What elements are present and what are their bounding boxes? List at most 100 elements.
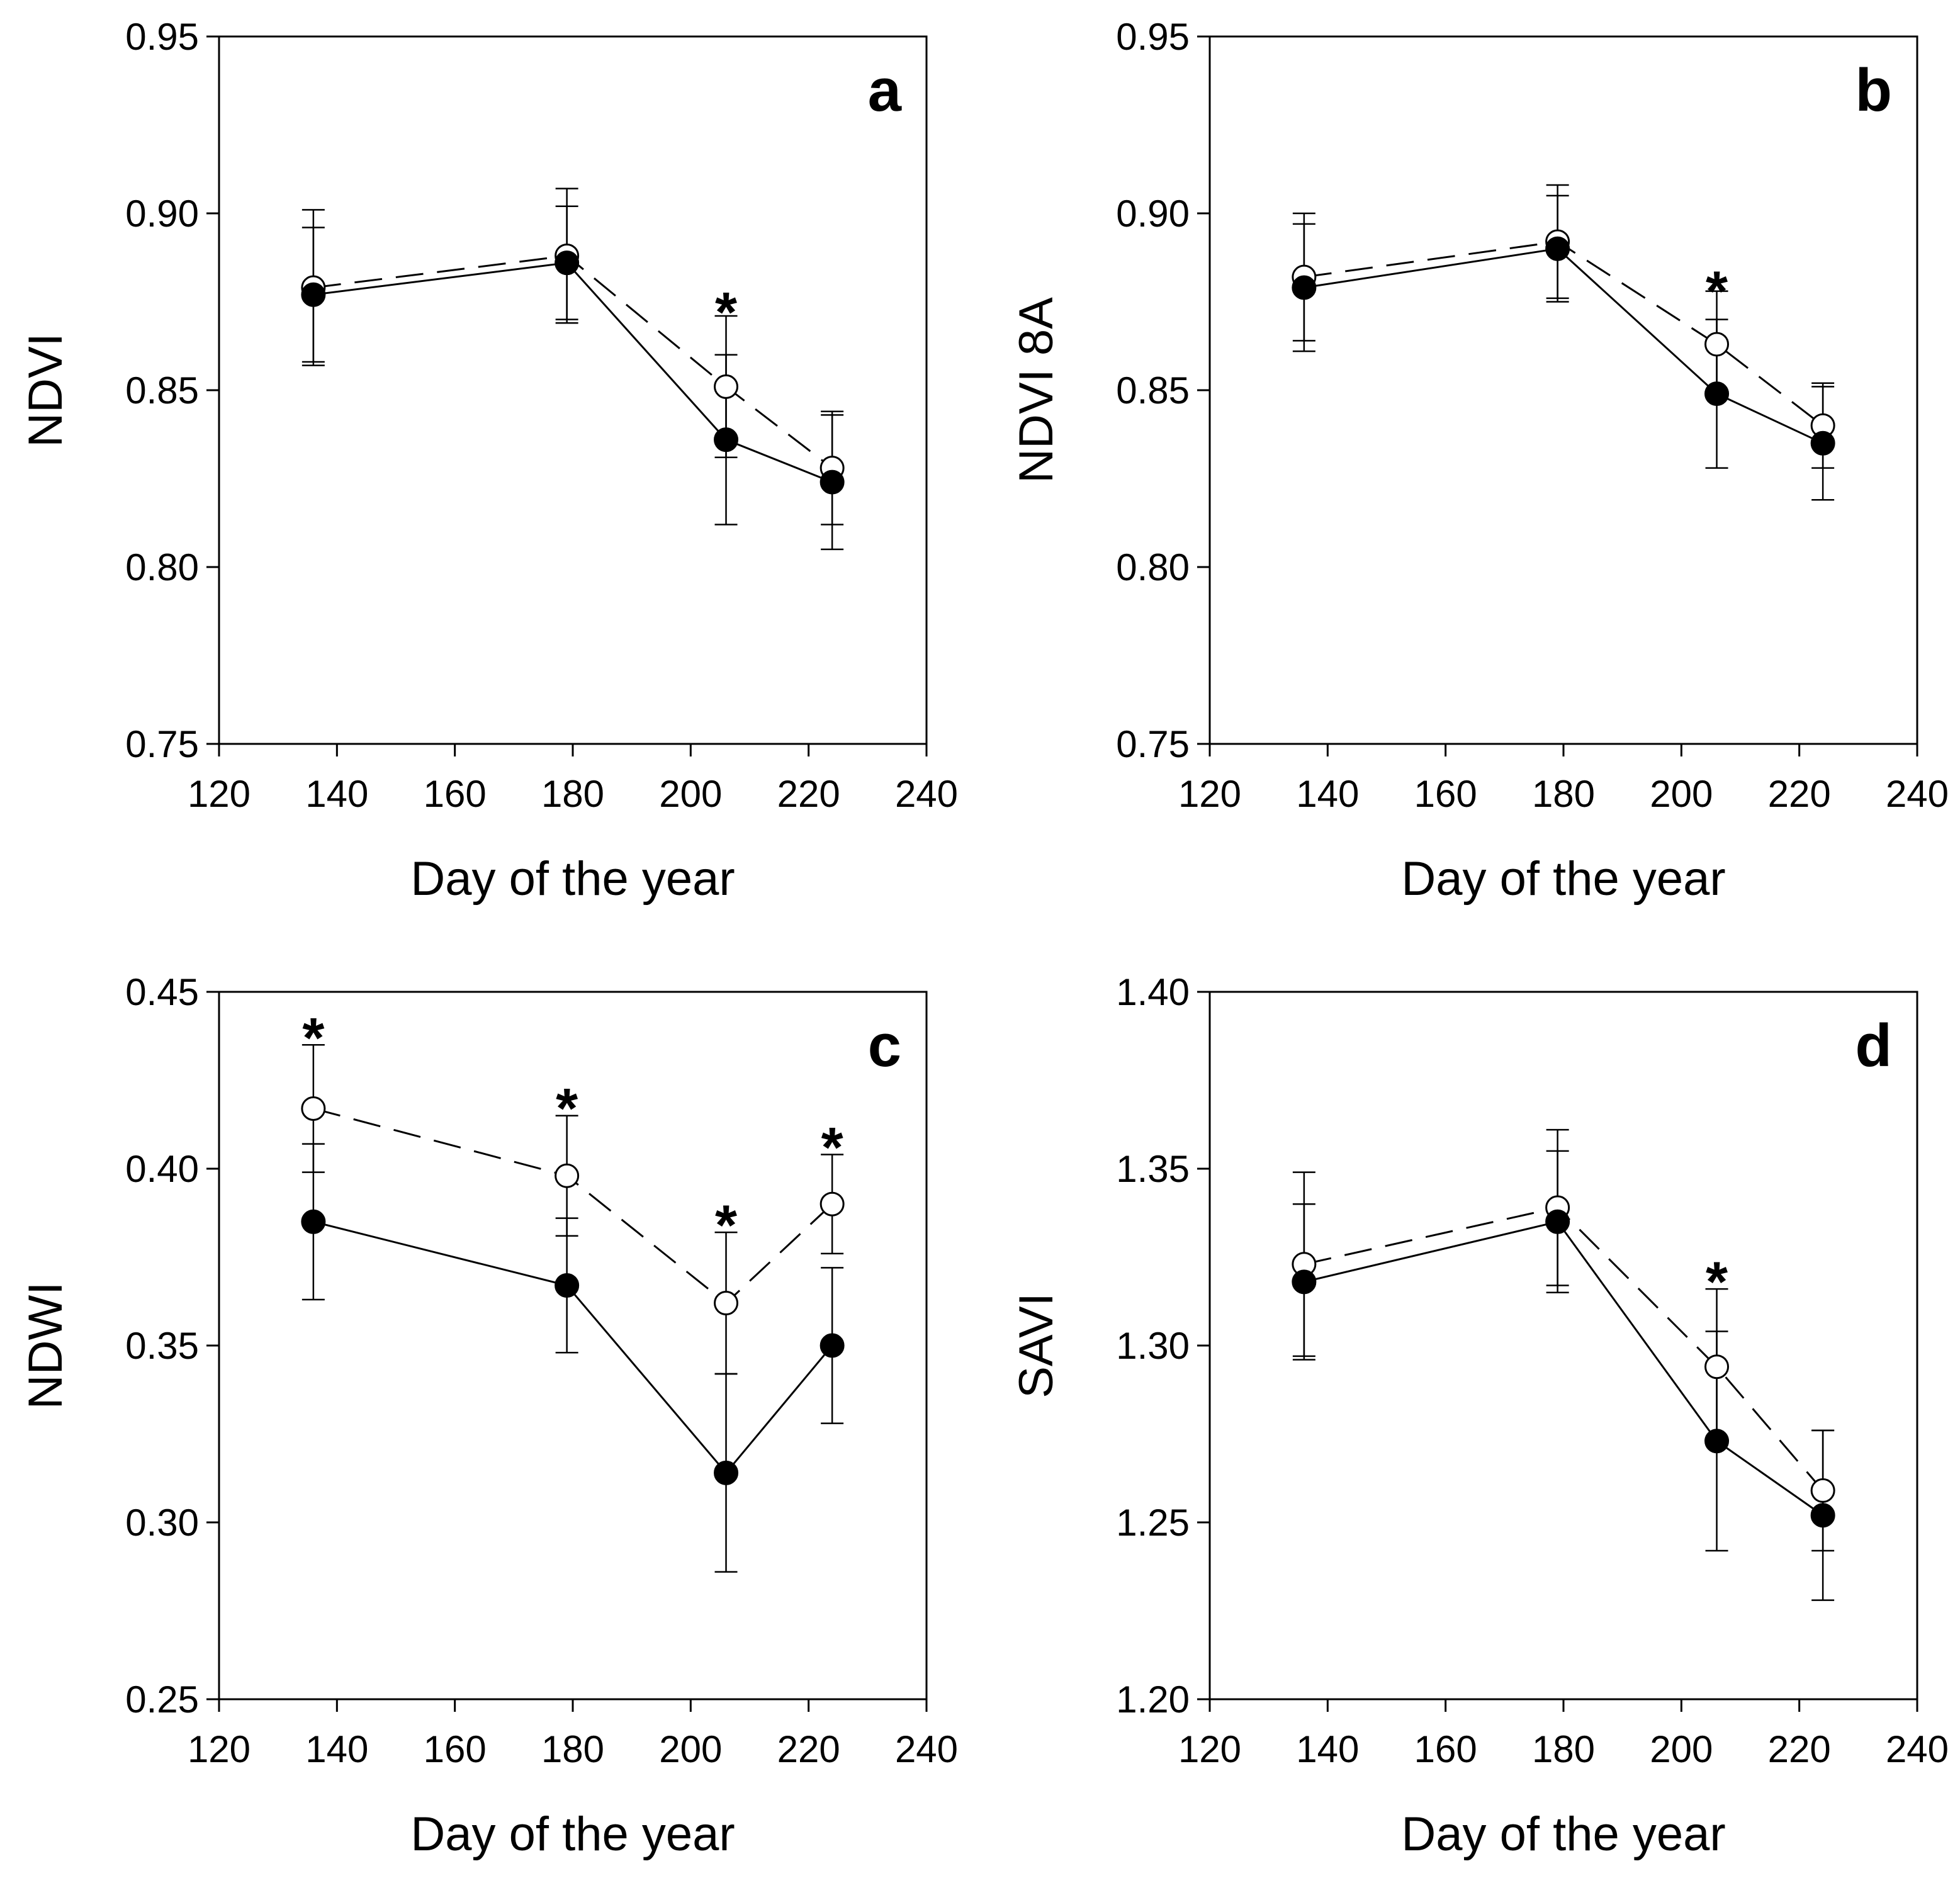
y-tick-label: 1.30 [1116,1325,1190,1367]
x-tick-label: 220 [777,773,840,815]
x-tick-label: 220 [1768,1728,1831,1770]
y-tick-label: 0.90 [125,193,199,235]
x-tick-label: 180 [1532,1728,1595,1770]
y-tick-label: 0.80 [125,546,199,588]
x-tick-label: 160 [424,1728,487,1770]
data-point-filled [1545,236,1570,261]
y-tick-label: 0.95 [1116,16,1190,58]
panel-letter: b [1855,57,1892,124]
y-tick-label: 0.25 [125,1678,199,1721]
x-tick-label: 240 [1886,773,1949,815]
data-point-filled [555,250,580,276]
y-tick-label: 1.20 [1116,1678,1190,1721]
x-tick-label: 120 [1178,1728,1241,1770]
y-axis-title: SAVI [1010,1293,1063,1398]
significance-asterisk: * [715,281,737,344]
y-tick-label: 0.40 [125,1148,199,1190]
data-point-filled [1704,381,1730,407]
x-tick-label: 180 [541,1728,604,1770]
y-tick-label: 0.35 [125,1325,199,1367]
data-point-open [1810,1478,1835,1503]
x-tick-label: 220 [1768,773,1831,815]
data-point-filled [1704,1429,1730,1454]
panel-letter: d [1855,1012,1892,1079]
panel-letter: a [868,57,902,124]
data-point-filled [1292,275,1317,300]
panel-a: 120 140 160 180 200 220 240 0.75 0.80 0.85 0.90 0.9… [19,16,958,906]
series-line-filled [1304,247,1823,444]
data-point-open [1704,1354,1730,1380]
x-axis-title: Day of the year [1401,852,1725,906]
y-tick-label: 0.75 [125,723,199,765]
x-tick-label: 140 [305,1728,368,1770]
y-tick-label: 0.45 [125,971,199,1013]
y-tick-label: 0.80 [1116,546,1190,588]
x-tick-label: 200 [1650,773,1713,815]
y-tick-label: 0.90 [1116,193,1190,235]
x-tick-label: 180 [541,773,604,815]
x-tick-label: 120 [1178,773,1241,815]
significance-asterisk: * [1706,260,1728,323]
data-point-filled [301,282,326,307]
x-tick-label: 220 [777,1728,840,1770]
x-tick-label: 200 [1650,1728,1713,1770]
y-tick-label: 0.95 [125,16,199,58]
y-axis-title: NDVI 8A [1010,297,1063,483]
significance-asterisk: * [715,1194,737,1257]
x-axis-title: Day of the year [1401,1807,1725,1861]
data-point-filled [1810,430,1835,456]
y-tick-label: 0.85 [125,369,199,412]
x-tick-label: 120 [188,773,251,815]
data-point-filled [714,1460,739,1485]
data-point-open [714,1291,739,1316]
plot-frame [1208,991,1918,1700]
series-line-filled [313,1220,833,1475]
x-tick-label: 200 [659,773,722,815]
significance-asterisk: * [556,1077,578,1140]
significance-asterisk: * [1706,1251,1728,1314]
x-tick-label: 140 [1296,773,1359,815]
x-tick-label: 160 [1414,773,1477,815]
x-tick-label: 160 [424,773,487,815]
data-point-open [301,1096,326,1121]
data-point-filled [1810,1503,1835,1528]
panel-c: 120 140 160 180 200 220 240 0.25 0.30 0.35 0.40 0.4… [19,971,958,1861]
y-tick-label: 1.40 [1116,971,1190,1013]
plot-frame [218,35,928,745]
significance-asterisk: * [302,1007,324,1070]
data-point-filled [819,1333,845,1358]
data-point-filled [714,427,739,452]
series-line-open [1304,1206,1824,1492]
x-tick-label: 180 [1532,773,1595,815]
series-line-open [313,254,833,469]
data-point-open [555,1163,580,1188]
panel-b: 120 140 160 180 200 220 240 0.75 0.80 0.85 0.90 0.9… [1010,16,1949,906]
data-point-filled [301,1209,326,1234]
x-tick-label: 120 [188,1728,251,1770]
data-point-open [819,1191,845,1217]
x-tick-label: 200 [659,1728,722,1770]
y-tick-label: 1.35 [1116,1148,1190,1190]
series-line-filled [1304,1220,1823,1516]
y-axis-title: NDWI [19,1282,72,1410]
series-line-open [1304,240,1824,427]
series-line-open [313,1108,833,1305]
data-point-filled [555,1273,580,1298]
y-tick-label: 0.30 [125,1502,199,1544]
x-tick-label: 240 [1886,1728,1949,1770]
x-tick-label: 140 [305,773,368,815]
data-point-filled [1292,1269,1317,1295]
data-point-open [1704,332,1730,357]
x-tick-label: 240 [895,1728,958,1770]
data-point-filled [1545,1209,1570,1234]
plot-frame [1208,35,1918,745]
x-tick-label: 240 [895,773,958,815]
x-tick-label: 140 [1296,1728,1359,1770]
panel-d: 120 140 160 180 200 220 240 1.20 1.25 1.30 1.35 1.4… [1010,971,1949,1861]
y-axis-title: NDVI [19,333,72,447]
x-axis-title: Day of the year [410,1807,735,1861]
data-point-open [714,374,739,399]
series-line-filled [313,262,833,483]
y-tick-label: 1.25 [1116,1502,1190,1544]
